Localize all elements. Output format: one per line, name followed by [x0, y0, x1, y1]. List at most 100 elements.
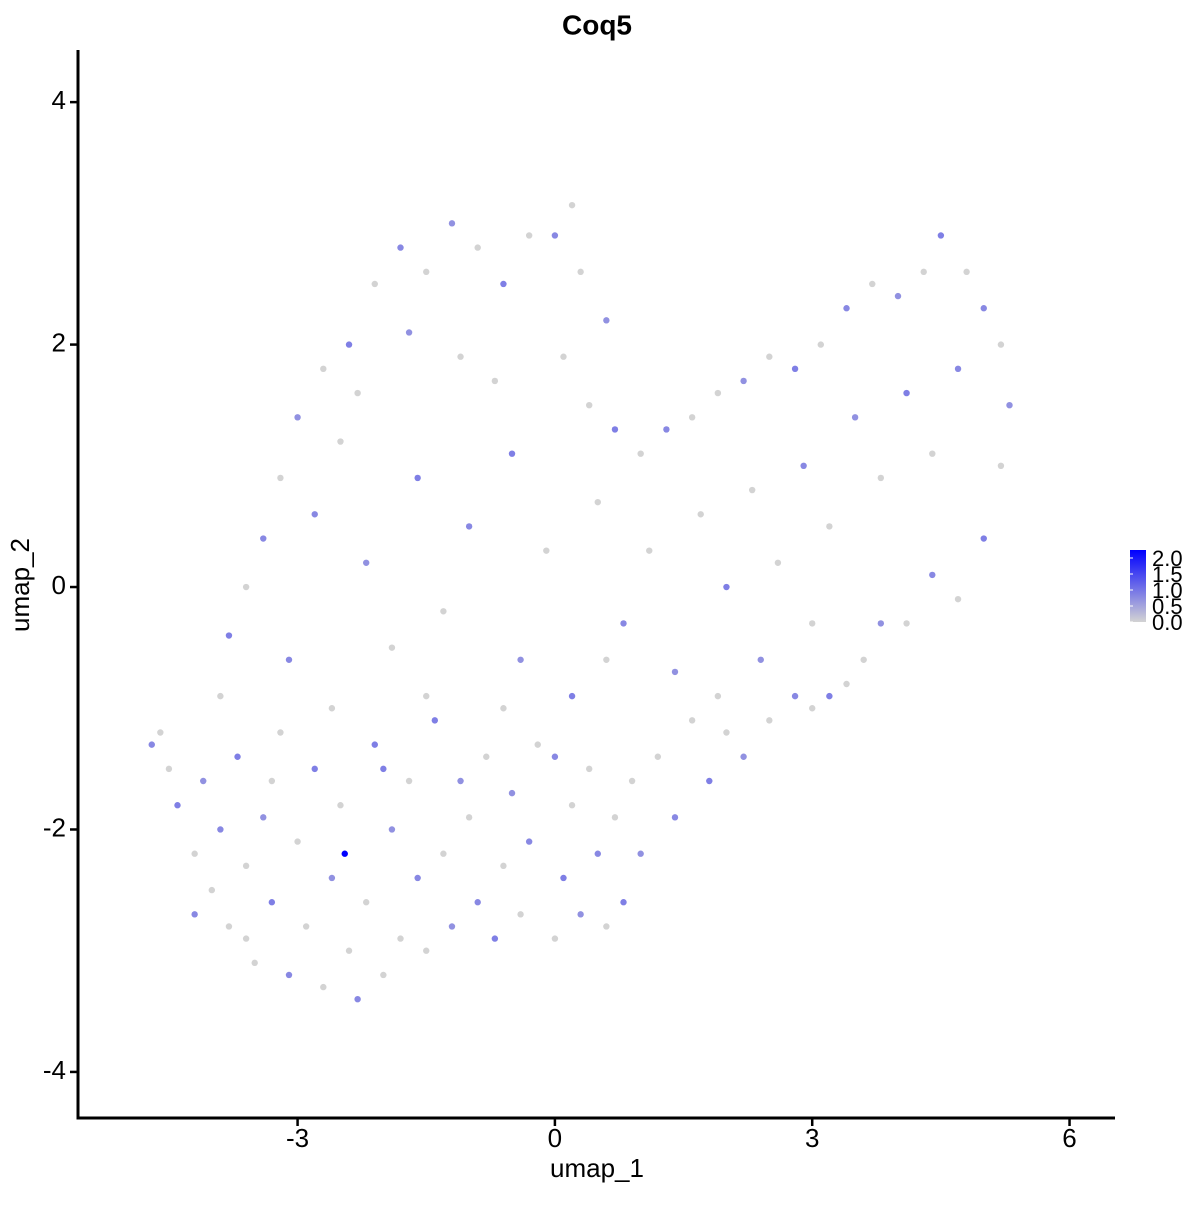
point — [920, 268, 927, 276]
point — [362, 899, 370, 906]
point — [894, 292, 902, 300]
point — [517, 911, 524, 918]
point — [954, 595, 962, 603]
point — [341, 850, 348, 857]
point — [234, 753, 241, 760]
point — [242, 862, 250, 870]
x-tick-label: -3 — [286, 1123, 309, 1153]
colorbar-tick-label: 1.0 — [1152, 578, 1183, 603]
point — [929, 571, 936, 579]
point — [688, 717, 696, 724]
point — [586, 765, 593, 773]
point — [929, 450, 936, 457]
point — [603, 923, 610, 930]
point — [157, 729, 164, 736]
chart-title: Coq5 — [562, 9, 632, 40]
point — [740, 753, 747, 760]
point — [440, 850, 447, 857]
point — [260, 535, 267, 542]
colorbar-tick-label: 2.0 — [1152, 546, 1183, 571]
y-axis-label: umap_2 — [5, 538, 35, 632]
y-tick-label: 0 — [52, 570, 66, 600]
point — [620, 620, 627, 627]
point — [560, 874, 567, 882]
point — [268, 777, 276, 785]
point — [328, 874, 336, 882]
point — [809, 705, 816, 712]
point — [877, 474, 885, 482]
colorbar-tick-label: 0.5 — [1152, 594, 1183, 619]
point — [628, 777, 636, 785]
point — [594, 498, 601, 506]
point — [1006, 401, 1013, 409]
point — [294, 414, 301, 421]
point — [740, 377, 747, 385]
point — [551, 935, 559, 942]
point — [260, 814, 267, 821]
point — [380, 765, 387, 773]
point — [980, 305, 987, 312]
point — [791, 365, 799, 373]
point — [748, 486, 756, 494]
point — [380, 971, 387, 979]
point — [654, 753, 662, 760]
point — [869, 280, 876, 288]
point — [225, 632, 233, 639]
point — [851, 414, 859, 421]
point — [191, 911, 198, 918]
point — [405, 329, 413, 336]
x-tick-label: 3 — [805, 1123, 819, 1153]
point — [388, 826, 396, 833]
point — [594, 850, 601, 857]
point — [465, 814, 473, 821]
point — [491, 935, 499, 942]
point — [560, 353, 567, 360]
point — [860, 656, 867, 663]
point — [191, 850, 198, 857]
point — [637, 450, 644, 457]
point — [508, 450, 516, 457]
point — [251, 959, 258, 967]
point — [148, 741, 155, 748]
point — [337, 802, 344, 809]
point — [474, 244, 481, 251]
point — [603, 317, 610, 324]
point — [817, 341, 824, 348]
y-tick-label: -2 — [43, 812, 66, 842]
y-tick-label: 2 — [52, 327, 66, 357]
y-tick-label: -4 — [43, 1055, 66, 1085]
point — [414, 874, 421, 882]
point — [423, 268, 430, 276]
point — [903, 389, 910, 397]
point — [697, 511, 704, 518]
point — [268, 899, 276, 906]
y-tick-label: 4 — [52, 85, 66, 115]
point — [800, 462, 807, 470]
point — [483, 753, 490, 760]
point — [448, 220, 456, 227]
point — [826, 523, 833, 530]
point — [397, 935, 404, 942]
point — [997, 341, 1005, 348]
point — [362, 559, 370, 566]
point — [525, 838, 533, 845]
point — [217, 692, 224, 700]
point — [337, 438, 344, 445]
point — [723, 729, 730, 736]
point — [423, 692, 430, 700]
point — [637, 850, 644, 857]
point — [311, 511, 318, 518]
point — [766, 353, 773, 360]
point — [474, 899, 481, 906]
point — [448, 923, 456, 930]
point — [500, 862, 507, 870]
point — [843, 680, 850, 688]
point — [294, 838, 301, 845]
point — [577, 911, 584, 918]
point — [440, 608, 447, 615]
point — [397, 244, 404, 251]
point — [517, 656, 524, 663]
point — [320, 983, 327, 991]
point — [963, 268, 970, 276]
point — [603, 656, 610, 663]
